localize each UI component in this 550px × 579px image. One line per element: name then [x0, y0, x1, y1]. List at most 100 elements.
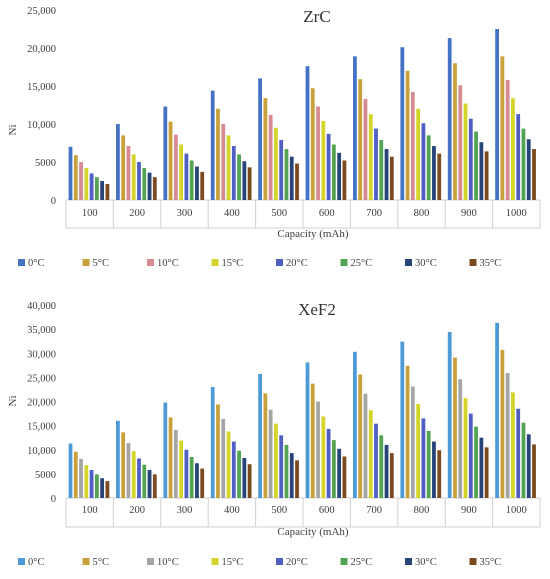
chart2-legend-label: 5°C	[93, 557, 109, 568]
chart2-bar	[242, 457, 247, 498]
chart2-bar	[200, 468, 205, 498]
chart2-bar	[126, 442, 131, 498]
chart2-bar	[289, 453, 294, 498]
chart2-bar	[521, 422, 526, 498]
chart1-legend-label: 10°C	[157, 258, 179, 269]
chart2-xtick-label: 400	[224, 505, 240, 516]
chart2-bar	[168, 417, 173, 498]
chart1-bar	[147, 172, 152, 200]
chart1-legend-label: 25°C	[351, 258, 373, 269]
chart1-bar	[163, 106, 168, 200]
chart2-bar	[137, 458, 141, 498]
chart2-bar	[421, 418, 426, 498]
chart1-bar	[274, 127, 278, 200]
chart2-bar	[268, 409, 273, 498]
chart2-bar	[79, 458, 83, 498]
chart2-xtick-label: 500	[271, 505, 287, 516]
chart1-title: ZrC	[303, 7, 330, 26]
chart2-bar	[221, 418, 226, 498]
chart2-ytick-label: 30,000	[27, 349, 56, 360]
chart2-bar	[405, 365, 410, 498]
chart1-bar	[221, 124, 226, 200]
chart2-bar	[152, 474, 157, 498]
chart2-bar	[458, 379, 463, 498]
chart1-bar	[363, 98, 368, 200]
chart2-bar	[368, 410, 373, 498]
chart1-bar	[247, 167, 252, 200]
chart2-bar	[295, 460, 299, 498]
chart2-bar	[363, 393, 368, 498]
chart2-legend-swatch	[276, 558, 283, 565]
chart1-bar	[200, 171, 205, 200]
chart1-bar	[195, 166, 199, 200]
chart2-bar	[173, 429, 178, 498]
chart2-legend-swatch	[18, 558, 25, 565]
chart1-bar	[179, 144, 184, 200]
chart2-bar	[474, 426, 478, 498]
chart2-ytick-label: 40,000	[27, 301, 56, 312]
chart1-bar	[484, 151, 489, 200]
chart2-xlabel: Capacity (mAh)	[277, 526, 349, 538]
chart2-bar	[379, 435, 384, 498]
chart1-bar	[495, 29, 500, 200]
chart2-bar	[500, 349, 505, 498]
chart2-bar	[479, 437, 484, 498]
chart1-bar	[500, 56, 505, 200]
chart1-ylabel: Ni	[7, 125, 19, 136]
chart2-ytick-label: 5000	[35, 470, 56, 481]
chart2-bar	[321, 416, 326, 498]
chart1-bar	[331, 144, 336, 200]
chart1-xtick-label: 700	[366, 208, 382, 219]
chart2-bar	[505, 373, 510, 498]
chart1-bar	[342, 160, 347, 200]
chart2-bar	[226, 431, 231, 498]
chart1-legend-swatch	[18, 259, 25, 266]
chart1-bar	[453, 63, 457, 201]
chart1-bar	[400, 47, 405, 200]
chart1-bar	[295, 163, 299, 200]
chart1-ytick-label: 0	[51, 196, 56, 207]
chart1-bar	[68, 146, 73, 200]
chart2-bar	[516, 408, 521, 498]
chart1-bar	[84, 168, 89, 200]
chart2-bar	[210, 387, 215, 498]
chart2-legend-swatch	[147, 558, 154, 565]
chart1-bar	[526, 139, 531, 200]
chart1-bar	[374, 128, 378, 200]
chart1-bar	[100, 181, 105, 200]
chart2-bar	[358, 374, 363, 498]
chart2-ytick-label: 0	[51, 494, 56, 505]
chart1-legend-label: 15°C	[222, 258, 244, 269]
chart1-bar	[379, 139, 384, 200]
chart2-bar	[400, 341, 405, 498]
chart1-bar	[279, 139, 284, 200]
chart2-bar	[274, 423, 278, 498]
chart2-bar	[184, 449, 189, 498]
chart2-xtick-label: 800	[414, 505, 430, 516]
chart1-bar	[437, 153, 442, 200]
chart2-bar	[316, 401, 320, 498]
chart2-xtick-label: 700	[366, 505, 382, 516]
chart2-xtick-label: 600	[319, 505, 335, 516]
chart1-bar	[416, 108, 421, 200]
chart1-bar	[316, 106, 320, 200]
chart1-bar	[532, 149, 536, 200]
chart1-legend-swatch	[276, 259, 283, 266]
chart2-xtick-label: 200	[129, 505, 145, 516]
chart2-legend-label: 25°C	[351, 557, 373, 568]
chart2-legend-label: 0°C	[28, 557, 44, 568]
chart2-legend-swatch	[211, 558, 219, 565]
chart2-bar	[263, 393, 268, 498]
chart1-bar	[426, 135, 431, 200]
chart1-bar	[353, 56, 357, 200]
chart2-legend-swatch	[82, 558, 90, 565]
chart2-legend-label: 15°C	[222, 557, 244, 568]
chart2-bar	[68, 443, 73, 498]
chart2-bar	[337, 448, 342, 498]
chart1-bar	[237, 154, 241, 200]
chart2-bar	[384, 444, 389, 498]
chart2-ytick-label: 15,000	[27, 422, 56, 433]
chart2-xtick-label: 1000	[506, 505, 527, 516]
chart2-xtick-label: 900	[461, 505, 477, 516]
chart2-legend-label: 30°C	[415, 557, 437, 568]
